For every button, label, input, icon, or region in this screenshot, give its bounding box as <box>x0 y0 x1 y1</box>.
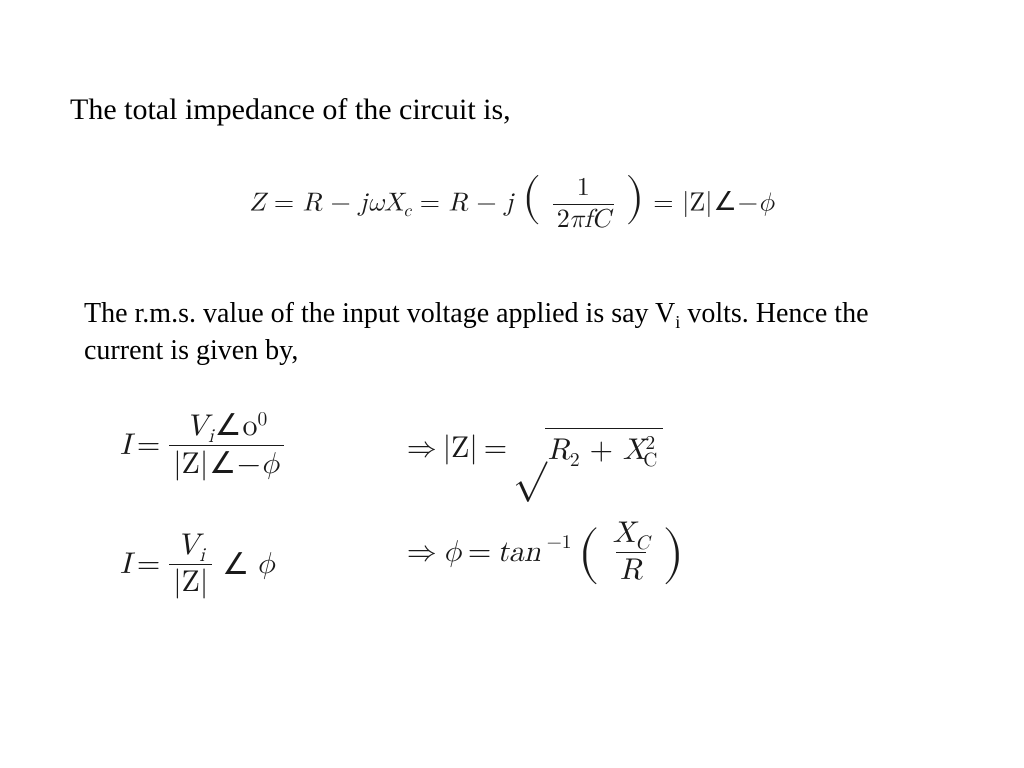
sym-X: X <box>384 190 404 216</box>
fraction-1-over-2pifC: 1 2πfC <box>553 175 614 235</box>
sym-omega: ω <box>367 190 384 216</box>
sym-C-sub: C <box>643 450 657 470</box>
sym-eq: = <box>274 190 303 216</box>
sym-V: V <box>177 530 200 560</box>
paragraph-rms-intro: The r.m.s. value of the input voltage ap… <box>84 295 954 371</box>
sym-i-sub: i <box>199 545 204 565</box>
sym-minus: − <box>237 449 260 479</box>
sym-eq: = <box>484 430 507 466</box>
sym-phi: ϕ <box>443 534 462 570</box>
fraction-Vi-over-Z: Vi∠o0 |Z|∠−ϕ <box>169 410 284 480</box>
sqrt-icon: √ R2 + X2C <box>513 428 663 468</box>
implies-icon: ⇒ <box>407 534 437 570</box>
sym-phi: ϕ <box>256 546 275 582</box>
sym-R: R <box>548 435 570 465</box>
sym-Z: Z <box>249 190 265 216</box>
sym-plus: + <box>580 435 623 465</box>
rparen-icon: ) <box>662 534 684 574</box>
sym-absZ: |Z| <box>173 449 208 479</box>
num-Vi-angle0: Vi∠o0 <box>182 410 272 445</box>
sym-R: R <box>449 190 468 216</box>
equation-phi: ⇒ ϕ = tan −1 ( XC R ) <box>407 518 685 586</box>
equation-col-left: I = Vi∠o0 |Z|∠−ϕ I = Vi <box>120 410 287 598</box>
sym-eq: = <box>653 190 682 216</box>
sym-eq: = <box>468 534 491 570</box>
radical-icon: √ <box>513 433 547 473</box>
sym-X: X <box>613 518 636 548</box>
equation-absZ: ⇒ |Z| = √ R2 + X2C <box>407 428 685 468</box>
angle-icon: ∠ <box>215 410 242 442</box>
num-Vi: Vi <box>173 530 209 564</box>
sym-V: V <box>186 411 209 441</box>
sym-eq: = <box>420 190 449 216</box>
num-1: 1 <box>573 175 594 204</box>
sym-C: C <box>591 207 609 233</box>
sym-o: o <box>242 411 257 441</box>
equation-impedance: Z = R − jωXc = R − j ( 1 2πfC ) = |Z|∠−ϕ <box>70 175 954 235</box>
rparen-icon: ) <box>625 172 644 222</box>
sym-eq: = <box>137 546 160 582</box>
lparen-icon: ( <box>578 534 600 574</box>
slide-page: The total impedance of the circuit is, Z… <box>0 0 1024 768</box>
sym-inv-sup: −1 <box>547 530 572 554</box>
sym-eq: = <box>137 427 160 463</box>
sym-phi: ϕ <box>758 190 775 216</box>
text-rms-a: The r.m.s. value of the input voltage ap… <box>84 298 675 329</box>
fraction-Xc-over-R: XC R <box>609 518 654 586</box>
sym-i-sub: i <box>208 426 213 446</box>
sym-c-sub: c <box>404 203 412 220</box>
text-vi-sub: i <box>675 312 680 332</box>
sym-minus: − <box>476 190 505 216</box>
fraction-Vi-over-absZ: Vi |Z| <box>169 530 212 598</box>
den-absZ: |Z| <box>169 564 212 599</box>
implies-icon: ⇒ <box>407 430 437 466</box>
sym-I: I <box>120 427 131 463</box>
equation-col-right: ⇒ |Z| = √ R2 + X2C ⇒ ϕ = tan−1 ( <box>407 428 685 598</box>
equation-I-magnitude: I = Vi |Z| ∠ϕ <box>120 530 287 598</box>
radicand: R2 + X2C <box>545 428 663 468</box>
sym-minus: − <box>331 190 360 216</box>
sym-j: j <box>505 190 513 216</box>
sym-absZ: |Z| <box>443 430 478 466</box>
paragraph-impedance-intro: The total impedance of the circuit is, <box>70 90 954 129</box>
sym-absZ: |Z| <box>682 190 712 216</box>
sym-2-sub: 2 <box>570 450 580 470</box>
num-Xc: XC <box>609 518 654 552</box>
sym-minus: − <box>738 190 758 216</box>
angle-icon: ∠ <box>222 547 249 582</box>
angle-icon: ∠ <box>209 448 236 480</box>
den-R: R <box>616 552 646 587</box>
sym-2: 2 <box>557 207 570 233</box>
equation-I-polar: I = Vi∠o0 |Z|∠−ϕ <box>120 410 287 480</box>
sym-0-sup: 0 <box>257 409 267 429</box>
sym-pi: π <box>569 207 584 233</box>
sym-I: I <box>120 546 131 582</box>
sym-C-sub: C <box>635 533 649 553</box>
den-2pifC: 2πfC <box>553 204 614 234</box>
sym-tan: tan <box>497 534 540 570</box>
equation-row: I = Vi∠o0 |Z|∠−ϕ I = Vi <box>120 410 954 598</box>
sym-phi: ϕ <box>260 449 279 479</box>
lparen-icon: ( <box>522 172 541 222</box>
angle-icon: ∠ <box>713 186 736 217</box>
sym-R: R <box>303 190 322 216</box>
den-absZ-angle: |Z|∠−ϕ <box>169 445 284 481</box>
